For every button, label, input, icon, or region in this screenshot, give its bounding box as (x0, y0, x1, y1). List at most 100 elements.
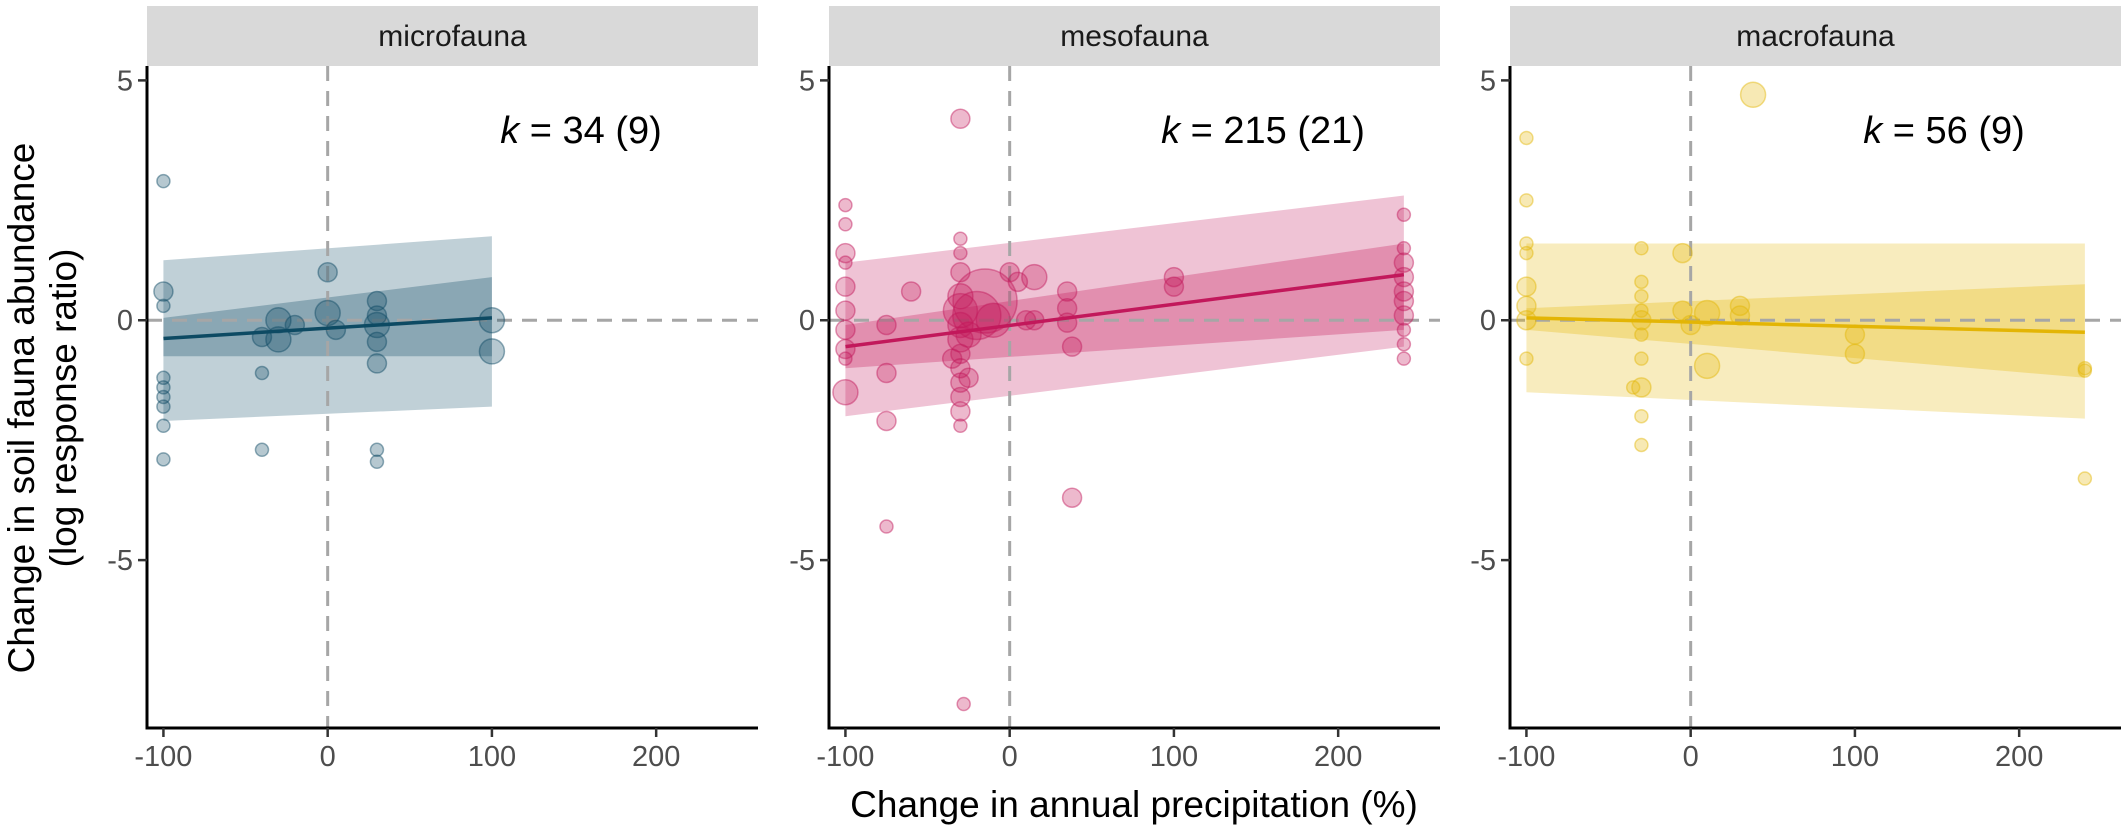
data-point (956, 696, 971, 712)
k-label-symbol: k (1161, 110, 1182, 152)
strip-label-mesofauna: mesofauna (1060, 20, 1209, 53)
x-tick-label: -100 (1497, 741, 1555, 773)
x-tick-label: 200 (632, 741, 680, 773)
panel-macrofauna: macrofauna k = 56 (9) 5 0 -5 -100 0 100 200 (1470, 6, 2121, 773)
strip-label-macrofauna: macrofauna (1736, 20, 1895, 53)
k-label-symbol: k (500, 110, 521, 152)
y-tick-label: -5 (1470, 545, 1496, 577)
fit-line-microfauna (163, 316, 493, 341)
data-point (1021, 263, 1048, 291)
ci-outer-band-mesofauna (845, 195, 1404, 417)
data-point (838, 255, 853, 270)
y-tick-label: 0 (1480, 305, 1496, 337)
k-label-symbol: k (1863, 110, 1884, 152)
data-point (478, 306, 506, 334)
data-point (835, 300, 856, 321)
data-point (366, 290, 388, 312)
data-point (2077, 363, 2093, 378)
data-point (1519, 351, 1534, 366)
data-point (2077, 471, 2093, 486)
x-tick-label: 100 (468, 741, 516, 773)
panel-microfauna: microfauna k = 34 (9) 5 0 -5 -100 0 100 200 (107, 6, 758, 773)
k-label-value: = 34 (9) (519, 110, 662, 152)
y-tick-label: 5 (117, 65, 133, 97)
y-tick-label: -5 (107, 545, 133, 577)
y-tick-label: -5 (789, 545, 815, 577)
data-point (1396, 351, 1412, 366)
data-point (1634, 289, 1649, 304)
data-point (950, 386, 971, 408)
data-point (1393, 281, 1415, 302)
data-point (838, 197, 853, 213)
data-point (369, 442, 385, 458)
ci-outer-band-macrofauna (1526, 243, 2085, 419)
data-point (950, 262, 971, 283)
data-point (1393, 305, 1415, 326)
data-point (1061, 487, 1083, 508)
y-tick-label: 0 (117, 305, 133, 337)
data-point (1672, 242, 1693, 264)
data-point (1693, 352, 1721, 380)
data-point (2077, 360, 2093, 376)
y-tick-label: 5 (799, 65, 815, 97)
data-point (1163, 276, 1185, 297)
data-point (1516, 295, 1537, 317)
ci-inner-band-macrofauna (1526, 284, 2085, 378)
data-point (941, 348, 963, 369)
x-tick-label: 0 (1683, 741, 1699, 773)
data-point (958, 367, 979, 389)
data-point (950, 357, 971, 379)
x-tick-label: 200 (1314, 741, 1362, 773)
y-tick-label: 5 (1480, 65, 1496, 97)
data-point (900, 281, 922, 302)
data-point (1396, 241, 1412, 256)
panels-layer: microfauna k = 34 (9) 5 0 -5 -100 0 100 200 mesof… (107, 6, 2121, 773)
data-point (317, 262, 338, 283)
data-point (1693, 299, 1721, 327)
x-tick-label: -100 (816, 741, 874, 773)
data-point (876, 362, 897, 384)
data-point (1516, 276, 1537, 297)
k-label-value: = 215 (21) (1180, 110, 1365, 152)
data-point (999, 262, 1020, 283)
data-point (1739, 81, 1767, 109)
data-point (1396, 322, 1412, 338)
k-label-value: = 56 (9) (1882, 110, 2025, 152)
data-point (314, 299, 341, 327)
data-point (835, 276, 856, 297)
strip-microfauna (147, 6, 758, 66)
data-point (1634, 351, 1649, 366)
strip-label-microfauna: microfauna (378, 20, 527, 53)
data-point (1625, 380, 1641, 395)
data-point (876, 410, 897, 432)
data-point (1844, 343, 1866, 365)
strip-macrofauna (1510, 6, 2121, 66)
x-tick-label: -100 (134, 741, 192, 773)
data-point (1516, 309, 1537, 331)
data-point (950, 372, 971, 393)
fit-line-macrofauna (1526, 316, 2085, 334)
k-label-microfauna: k = 34 (9) (500, 110, 662, 152)
data-point (156, 298, 171, 314)
data-point (975, 302, 1011, 338)
data-point (1396, 207, 1412, 222)
ci-inner-band-mesofauna (845, 243, 1404, 369)
data-point (1396, 336, 1412, 352)
data-point (325, 319, 347, 341)
y-axis-title-line-1: Change in soil fauna abundance (1, 143, 42, 674)
data-point (950, 108, 971, 130)
data-point (254, 442, 270, 458)
data-point (1163, 266, 1185, 288)
data-point (153, 281, 174, 302)
x-tick-label: 100 (1831, 741, 1879, 773)
y-axis-title-line-2: (log response ratio) (43, 249, 84, 568)
data-point (1061, 336, 1083, 357)
data-point (876, 314, 897, 336)
data-point (156, 173, 171, 189)
data-point (1519, 193, 1534, 208)
data-point (1393, 290, 1415, 312)
data-point (953, 245, 968, 261)
x-tick-label: 0 (1002, 741, 1018, 773)
x-axis-title: Change in annual precipitation (%) (850, 784, 1418, 825)
